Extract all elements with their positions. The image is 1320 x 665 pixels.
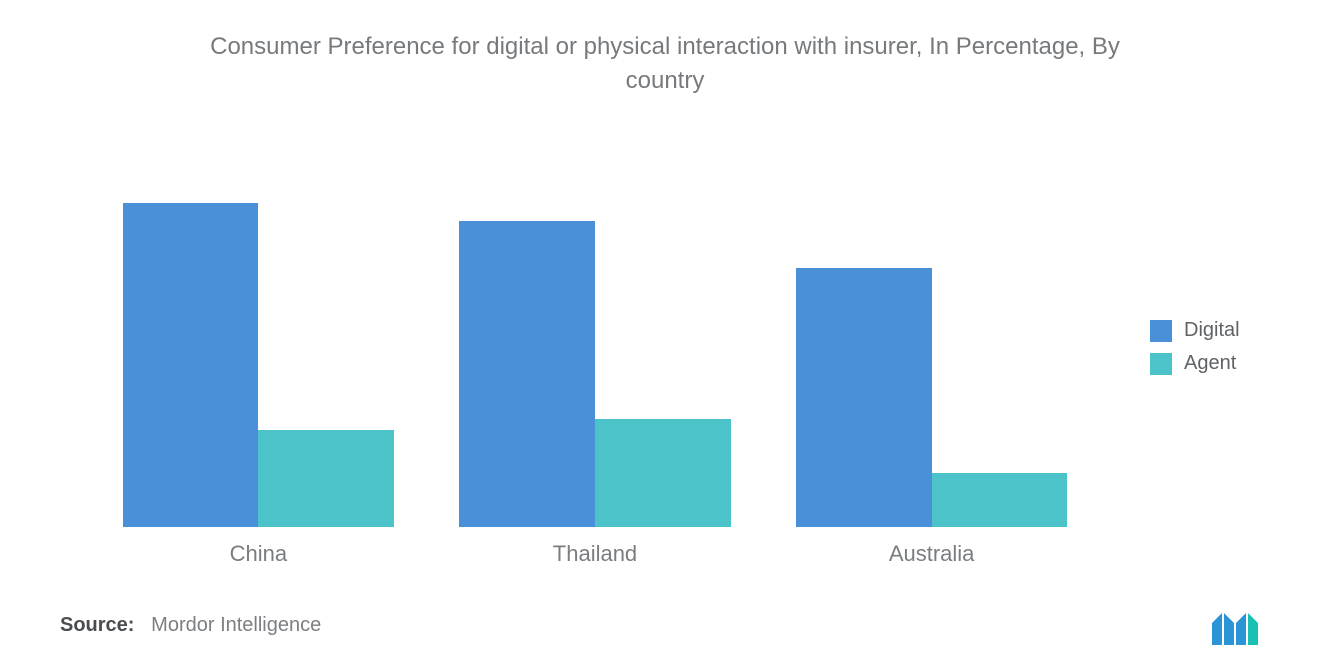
chart-footer: Source: Mordor Intelligence (60, 605, 1270, 645)
bar-agent (258, 430, 394, 527)
legend-swatch (1150, 320, 1172, 342)
bar-agent (932, 473, 1068, 527)
bar-group: Australia (790, 167, 1073, 567)
chart-body: China Thailand Australia Digita (60, 137, 1270, 567)
bars (117, 167, 400, 527)
source-line: Source: Mordor Intelligence (60, 614, 321, 637)
logo-bars (1212, 613, 1258, 645)
category-label: China (230, 541, 287, 567)
plot-area: China Thailand Australia (60, 137, 1130, 567)
bar-digital (796, 268, 932, 527)
source-label: Source: (60, 614, 134, 636)
legend-item: Digital (1150, 319, 1270, 342)
chart-title: Consumer Preference for digital or physi… (175, 30, 1155, 97)
source-text (140, 614, 146, 636)
brand-logo-icon (1210, 605, 1270, 645)
bar-group: China (117, 167, 400, 567)
bar-digital (459, 221, 595, 527)
legend: Digital Agent (1130, 319, 1270, 385)
legend-swatch (1150, 353, 1172, 375)
bars (454, 167, 737, 527)
legend-label: Digital (1184, 319, 1240, 342)
chart-container: Consumer Preference for digital or physi… (0, 0, 1320, 665)
legend-item: Agent (1150, 352, 1270, 375)
bar-digital (123, 203, 259, 527)
legend-label: Agent (1184, 352, 1236, 375)
category-label: Thailand (553, 541, 637, 567)
bar-agent (595, 419, 731, 527)
bar-group: Thailand (454, 167, 737, 567)
source-text: Mordor Intelligence (151, 614, 321, 636)
bars (790, 167, 1073, 527)
category-label: Australia (889, 541, 975, 567)
